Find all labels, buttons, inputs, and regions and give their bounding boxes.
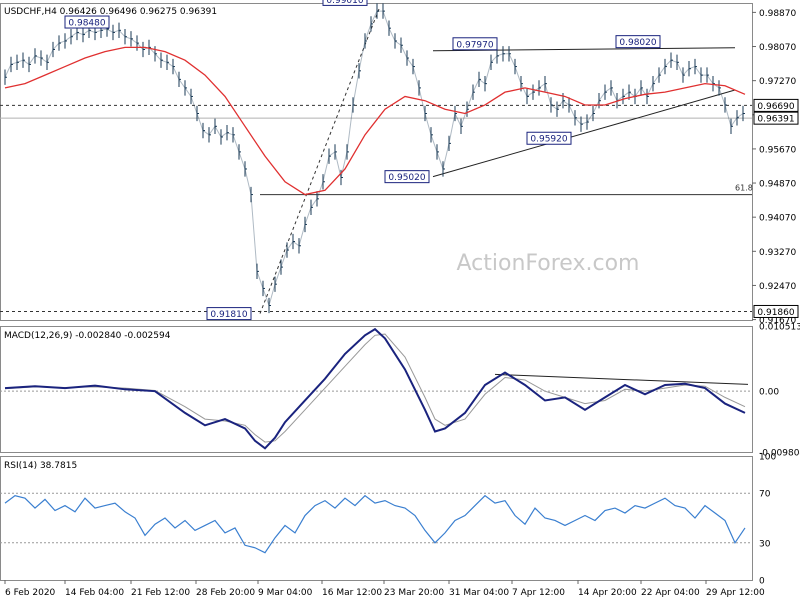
price-y-tick-label: 0.94870 (759, 180, 796, 190)
price-annotation-label: 0.95020 (388, 173, 425, 183)
macd-divergence-line (494, 373, 749, 385)
price-y-tick-label: 0.94070 (759, 214, 796, 224)
price-annotation-box (452, 37, 498, 51)
x-tick-label: 16 Mar 12:00 (322, 588, 382, 598)
price-annotation-box (384, 170, 430, 184)
price-annotation-label: 0.98020 (619, 38, 656, 48)
x-tick-label: 6 Feb 2020 (5, 588, 56, 598)
x-tick-label: 14 Apr 20:00 (578, 588, 637, 598)
x-tick-label: 14 Feb 04:00 (65, 588, 124, 598)
low-price-tag-box (753, 304, 799, 318)
price-y-tick-label: 0.98070 (759, 43, 796, 53)
price-annotation-box (64, 15, 110, 29)
x-tick-label: 23 Mar 20:00 (384, 588, 444, 598)
macd-y-tick-label: -0.009804 (759, 449, 800, 459)
x-tick-label: 28 Feb 20:00 (196, 588, 255, 598)
price-y-tick-label: 0.91670 (759, 316, 796, 326)
price-annotation-label: 0.91810 (210, 310, 247, 320)
price-y-tick-label: 0.92470 (759, 282, 796, 292)
rsi-y-tick-label: 30 (759, 539, 771, 549)
current-price-tag-box (753, 111, 799, 125)
triangle-lower-trendline (432, 89, 736, 178)
price-y-tick-label: 0.95670 (759, 145, 796, 155)
price-y-tick-label: 0.93270 (759, 248, 796, 258)
price-y-tick-label: 0.98870 (759, 9, 796, 19)
x-tick-label: 22 Apr 04:00 (641, 588, 700, 598)
rsi-y-tick-label: 100 (759, 453, 776, 463)
x-tick-label: 21 Feb 12:00 (131, 588, 190, 598)
macd-panel-label: MACD(12,26,9) -0.002840 -0.002594 (4, 331, 171, 341)
fib-618-label: 61.8 (735, 184, 753, 193)
price-y-tick-label: 0.97270 (759, 77, 796, 87)
price-annotation-label: 0.99010 (326, 0, 363, 6)
macd-panel-frame (0, 326, 753, 453)
rsi-panel-frame (0, 456, 753, 581)
triangle-upper-trendline (432, 47, 736, 52)
x-tick-label: 9 Mar 04:00 (258, 588, 313, 598)
level-price-tag-label: 0.96690 (757, 102, 794, 112)
rally-trendline (259, 6, 381, 314)
rsi-line (4, 494, 746, 554)
rsi-y-tick-label: 70 (759, 490, 771, 500)
price-annotation-label: 0.97970 (456, 40, 493, 50)
price-annotation-label: 0.95920 (530, 135, 567, 145)
price-panel-frame (0, 3, 753, 321)
price-annotation-box (322, 0, 368, 6)
rsi-y-tick-label: 0 (759, 577, 765, 587)
x-tick-label: 29 Apr 12:00 (706, 588, 765, 598)
macd-y-tick-label: 0.00 (759, 388, 779, 398)
x-tick-label: 7 Apr 12:00 (512, 588, 565, 598)
macd-signal-line (4, 333, 746, 443)
price-annotation-box (615, 35, 661, 49)
price-close-line (4, 10, 744, 308)
price-annotation-box (526, 131, 572, 145)
watermark: ActionForex.com (457, 251, 640, 276)
price-annotation-box (206, 307, 252, 321)
x-tick-label: 31 Mar 04:00 (449, 588, 509, 598)
current-price-tag-label: 0.96391 (757, 115, 794, 125)
low-price-tag-label: 0.91860 (757, 308, 794, 318)
chart-header-symbol: USDCHF,H4 0.96426 0.96496 0.96275 0.9639… (4, 7, 217, 17)
macd-y-tick-label: 0.010513 (759, 322, 800, 332)
macd-line (4, 327, 746, 450)
rsi-panel-label: RSI(14) 38.7815 (4, 461, 77, 471)
level-price-tag-box (753, 98, 799, 112)
price-annotation-label: 0.98480 (68, 19, 105, 29)
moving-average-line (4, 46, 746, 196)
